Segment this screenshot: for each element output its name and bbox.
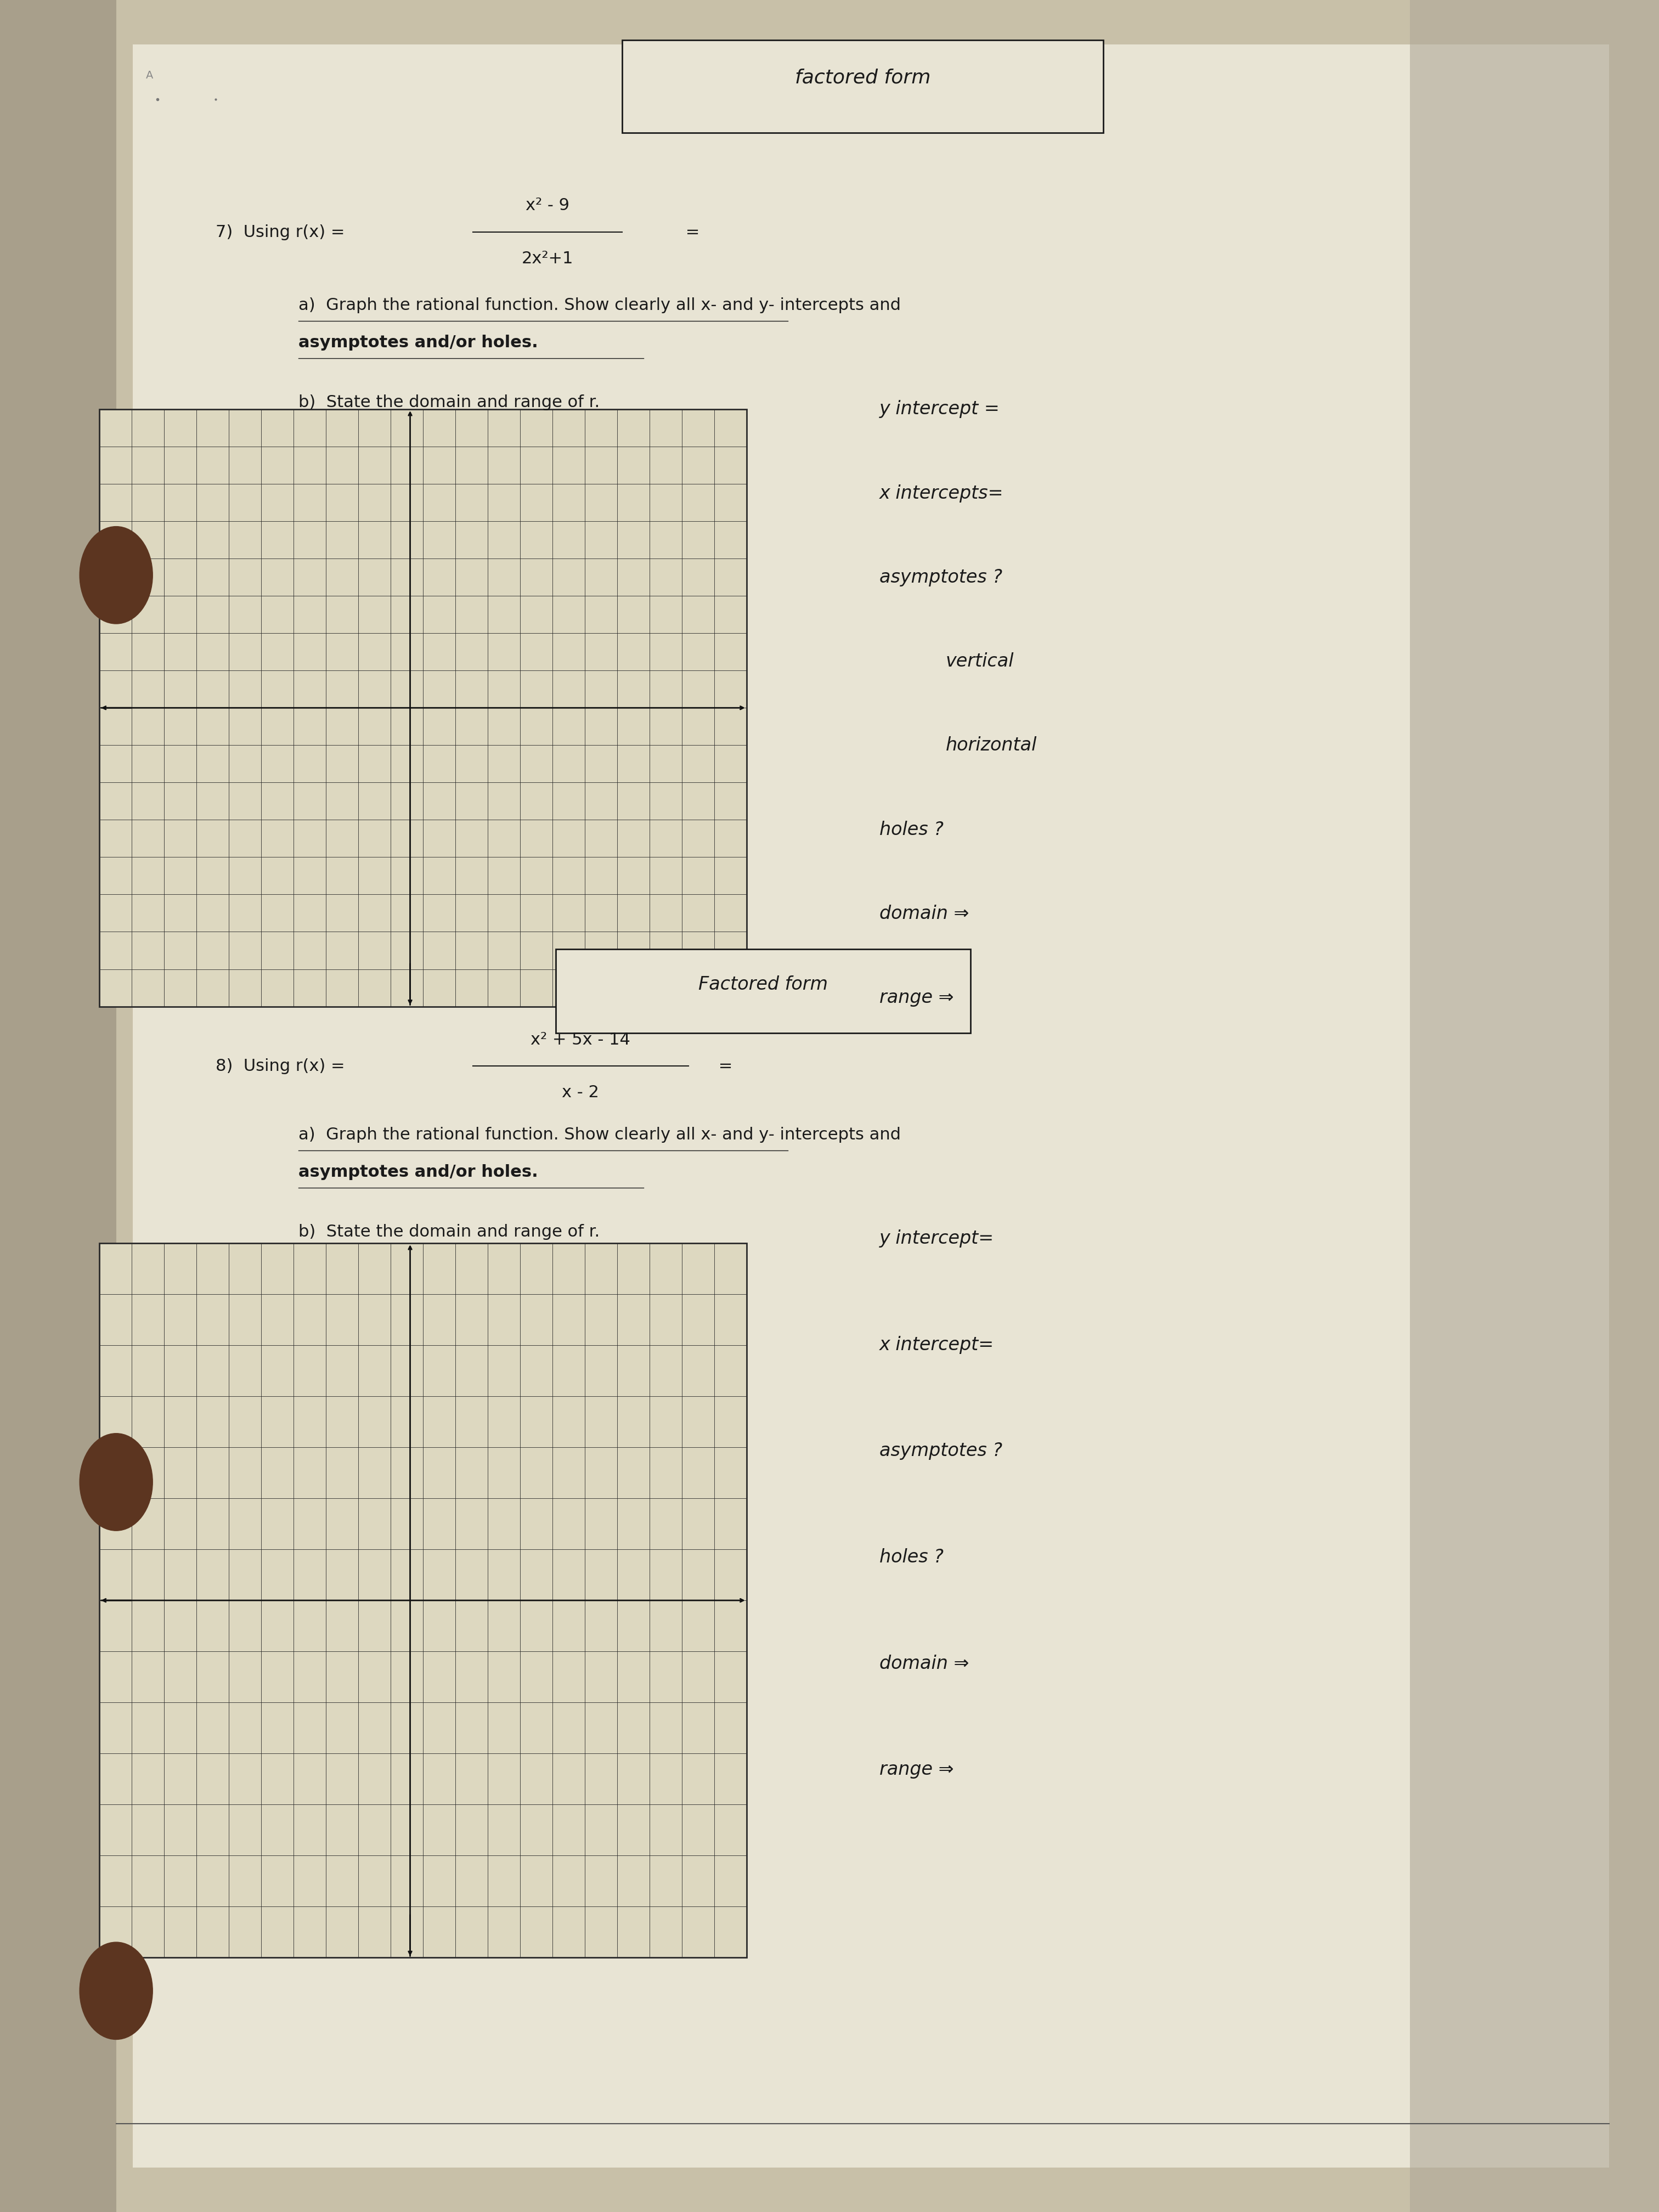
FancyBboxPatch shape	[622, 40, 1103, 133]
Text: y intercept =: y intercept =	[879, 400, 1000, 418]
Circle shape	[80, 526, 153, 624]
Text: =: =	[680, 223, 700, 241]
Text: x intercept=: x intercept=	[879, 1336, 994, 1354]
FancyBboxPatch shape	[0, 0, 116, 2212]
Text: x - 2: x - 2	[562, 1084, 599, 1102]
Text: holes ?: holes ?	[879, 1548, 944, 1566]
Text: =: =	[713, 1057, 733, 1075]
Text: range ⇒: range ⇒	[879, 1761, 954, 1778]
Text: x² - 9: x² - 9	[526, 197, 569, 215]
Text: A: A	[146, 71, 153, 80]
Text: factored form: factored form	[795, 69, 931, 86]
Text: domain ⇒: domain ⇒	[879, 1655, 969, 1672]
Text: b)  State the domain and range of r.: b) State the domain and range of r.	[299, 394, 601, 411]
Circle shape	[80, 1433, 153, 1531]
Circle shape	[80, 1942, 153, 2039]
Bar	[100, 409, 747, 1006]
Bar	[100, 1243, 747, 1958]
Text: asymptotes and/or holes.: asymptotes and/or holes.	[299, 1164, 538, 1181]
FancyBboxPatch shape	[1410, 0, 1659, 2212]
Text: asymptotes and/or holes.: asymptotes and/or holes.	[299, 334, 538, 352]
Bar	[100, 1243, 747, 1958]
Text: Factored form: Factored form	[698, 975, 828, 993]
Text: horizontal: horizontal	[946, 737, 1037, 754]
Text: y intercept=: y intercept=	[879, 1230, 994, 1248]
Text: x intercepts=: x intercepts=	[879, 484, 1004, 502]
Text: a)  Graph the rational function. Show clearly all x- and y- intercepts and: a) Graph the rational function. Show cle…	[299, 1126, 901, 1144]
Text: asymptotes ?: asymptotes ?	[879, 568, 1002, 586]
Text: asymptotes ?: asymptotes ?	[879, 1442, 1002, 1460]
Text: domain ⇒: domain ⇒	[879, 905, 969, 922]
Text: x² + 5x - 14: x² + 5x - 14	[531, 1031, 630, 1048]
Text: vertical: vertical	[946, 653, 1014, 670]
FancyBboxPatch shape	[556, 949, 971, 1033]
Text: a)  Graph the rational function. Show clearly all x- and y- intercepts and: a) Graph the rational function. Show cle…	[299, 296, 901, 314]
Text: 2x²+1: 2x²+1	[521, 250, 574, 268]
Text: range ⇒: range ⇒	[879, 989, 954, 1006]
Text: holes ?: holes ?	[879, 821, 944, 838]
Text: 7)  Using r(x) =: 7) Using r(x) =	[216, 223, 345, 241]
FancyBboxPatch shape	[133, 44, 1609, 2168]
Text: 8)  Using r(x) =: 8) Using r(x) =	[216, 1057, 345, 1075]
Bar	[100, 409, 747, 1006]
Text: b)  State the domain and range of r.: b) State the domain and range of r.	[299, 1223, 601, 1241]
